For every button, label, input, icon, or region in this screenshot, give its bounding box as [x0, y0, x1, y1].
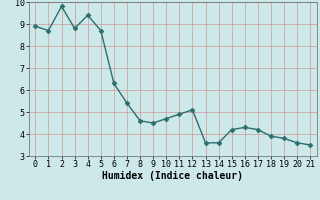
X-axis label: Humidex (Indice chaleur): Humidex (Indice chaleur) [102, 171, 243, 181]
